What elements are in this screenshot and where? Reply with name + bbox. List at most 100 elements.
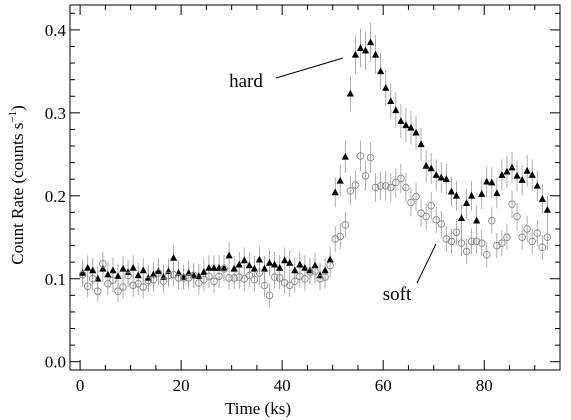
hard-data-point: [346, 89, 354, 97]
soft-data-point: [285, 281, 294, 290]
soft-data-point: [174, 274, 183, 282]
soft-data-point: [346, 187, 355, 195]
hard-data-point: [84, 263, 92, 271]
x-tick-label: 20: [173, 376, 190, 395]
soft-data-point: [397, 174, 405, 183]
hard-data-point: [538, 195, 546, 202]
soft-series-label: soft: [383, 284, 412, 305]
x-tick-label: 60: [375, 376, 392, 395]
tick-labels: 0 20 40 60 80 0.0 0.1 0.2 0.3 0.4: [45, 21, 493, 395]
y-axis-label-close: ): [8, 105, 27, 111]
hard-data-point: [377, 67, 385, 75]
soft-data-point: [149, 275, 158, 284]
soft-data-point: [321, 273, 329, 281]
hard-data-point: [528, 171, 536, 178]
soft-data-point: [83, 282, 92, 290]
hard-data-point: [533, 181, 541, 189]
soft-data-point: [488, 216, 496, 225]
soft-data-point: [114, 287, 122, 295]
hard-data-point: [518, 176, 526, 183]
soft-data-point: [124, 271, 132, 280]
soft-data-point: [437, 220, 446, 228]
hard-data-point: [351, 50, 360, 58]
hard-data-point: [326, 255, 334, 263]
hard-data-point: [372, 50, 380, 58]
hard-data-point: [397, 117, 405, 124]
soft-data-point: [220, 265, 228, 273]
hard-data-point: [109, 266, 117, 274]
hard-data-point: [437, 173, 445, 181]
hard-data-point: [392, 106, 400, 114]
hard-data-point: [493, 189, 501, 197]
soft-pointer-line: [416, 243, 437, 284]
hard-data-point: [361, 46, 370, 54]
hard-data-point: [462, 199, 471, 207]
soft-data-point: [275, 274, 284, 282]
hard-data-point: [114, 272, 122, 280]
soft-data-point: [245, 271, 254, 280]
hard-data-point: [139, 266, 147, 274]
soft-data-point: [341, 221, 350, 229]
soft-data-point: [210, 277, 218, 285]
hard-pointer-line: [275, 57, 344, 79]
y-tick-label: 0.2: [45, 187, 66, 206]
soft-data-point: [154, 269, 163, 277]
soft-data-point: [316, 275, 324, 283]
soft-data-point: [250, 275, 259, 284]
hard-data-point: [503, 167, 511, 175]
hard-data-point: [124, 268, 132, 275]
hard-data-point: [543, 205, 551, 213]
hard-data-point: [331, 188, 339, 196]
hard-data-point: [382, 83, 390, 91]
hard-data-point: [478, 190, 486, 197]
hard-data-point: [149, 270, 157, 278]
y-tick-label: 0.0: [45, 353, 66, 372]
axis-ticks: [70, 5, 560, 370]
y-axis-label-main: Count Rate (counts s: [8, 123, 27, 265]
hard-data-point: [321, 266, 329, 274]
hard-data-point: [402, 121, 410, 129]
hard-data-point: [417, 140, 425, 148]
soft-data-point: [533, 229, 542, 237]
soft-data-point: [119, 283, 127, 291]
hard-data-point: [154, 267, 163, 275]
hard-data-point: [442, 175, 450, 183]
hard-data-point: [427, 164, 435, 172]
soft-data-point: [311, 267, 319, 276]
hard-data-point: [281, 256, 289, 264]
hard-data-point: [286, 258, 294, 266]
soft-data-point: [427, 201, 435, 210]
soft-data-point: [235, 273, 243, 281]
hard-data-point: [205, 263, 213, 271]
soft-data-point: [190, 271, 198, 280]
soft-data-point: [144, 276, 153, 285]
hard-data-point: [508, 163, 516, 171]
plot-frame: [69, 4, 561, 371]
hard-series-label: hard: [229, 71, 263, 92]
y-axis-label: Count Rate (counts s−1): [7, 105, 27, 265]
hard-data-point: [412, 128, 420, 136]
hard-data-point: [225, 251, 233, 259]
hard-data-point: [296, 260, 304, 268]
soft-data-point: [94, 287, 102, 295]
soft-data-point: [240, 275, 249, 283]
soft-data-point: [225, 274, 233, 282]
hard-data-point: [467, 191, 476, 199]
soft-data-point: [376, 182, 385, 190]
y-axis-label-exponent: −1: [7, 111, 19, 123]
soft-data-point: [270, 273, 279, 281]
soft-data-point: [361, 172, 370, 180]
hard-data-point: [169, 254, 178, 261]
soft-data-point: [412, 192, 420, 201]
hard-data-point: [523, 166, 531, 174]
hard-data-point: [473, 216, 481, 224]
hard-data-point: [260, 264, 269, 272]
soft-data-point: [230, 274, 238, 282]
soft-data-point: [387, 183, 395, 192]
soft-data-point: [88, 275, 97, 283]
soft-data-point: [179, 274, 188, 282]
soft-data-point: [543, 233, 552, 242]
soft-data-point: [462, 247, 471, 256]
hard-data-point: [255, 255, 264, 263]
